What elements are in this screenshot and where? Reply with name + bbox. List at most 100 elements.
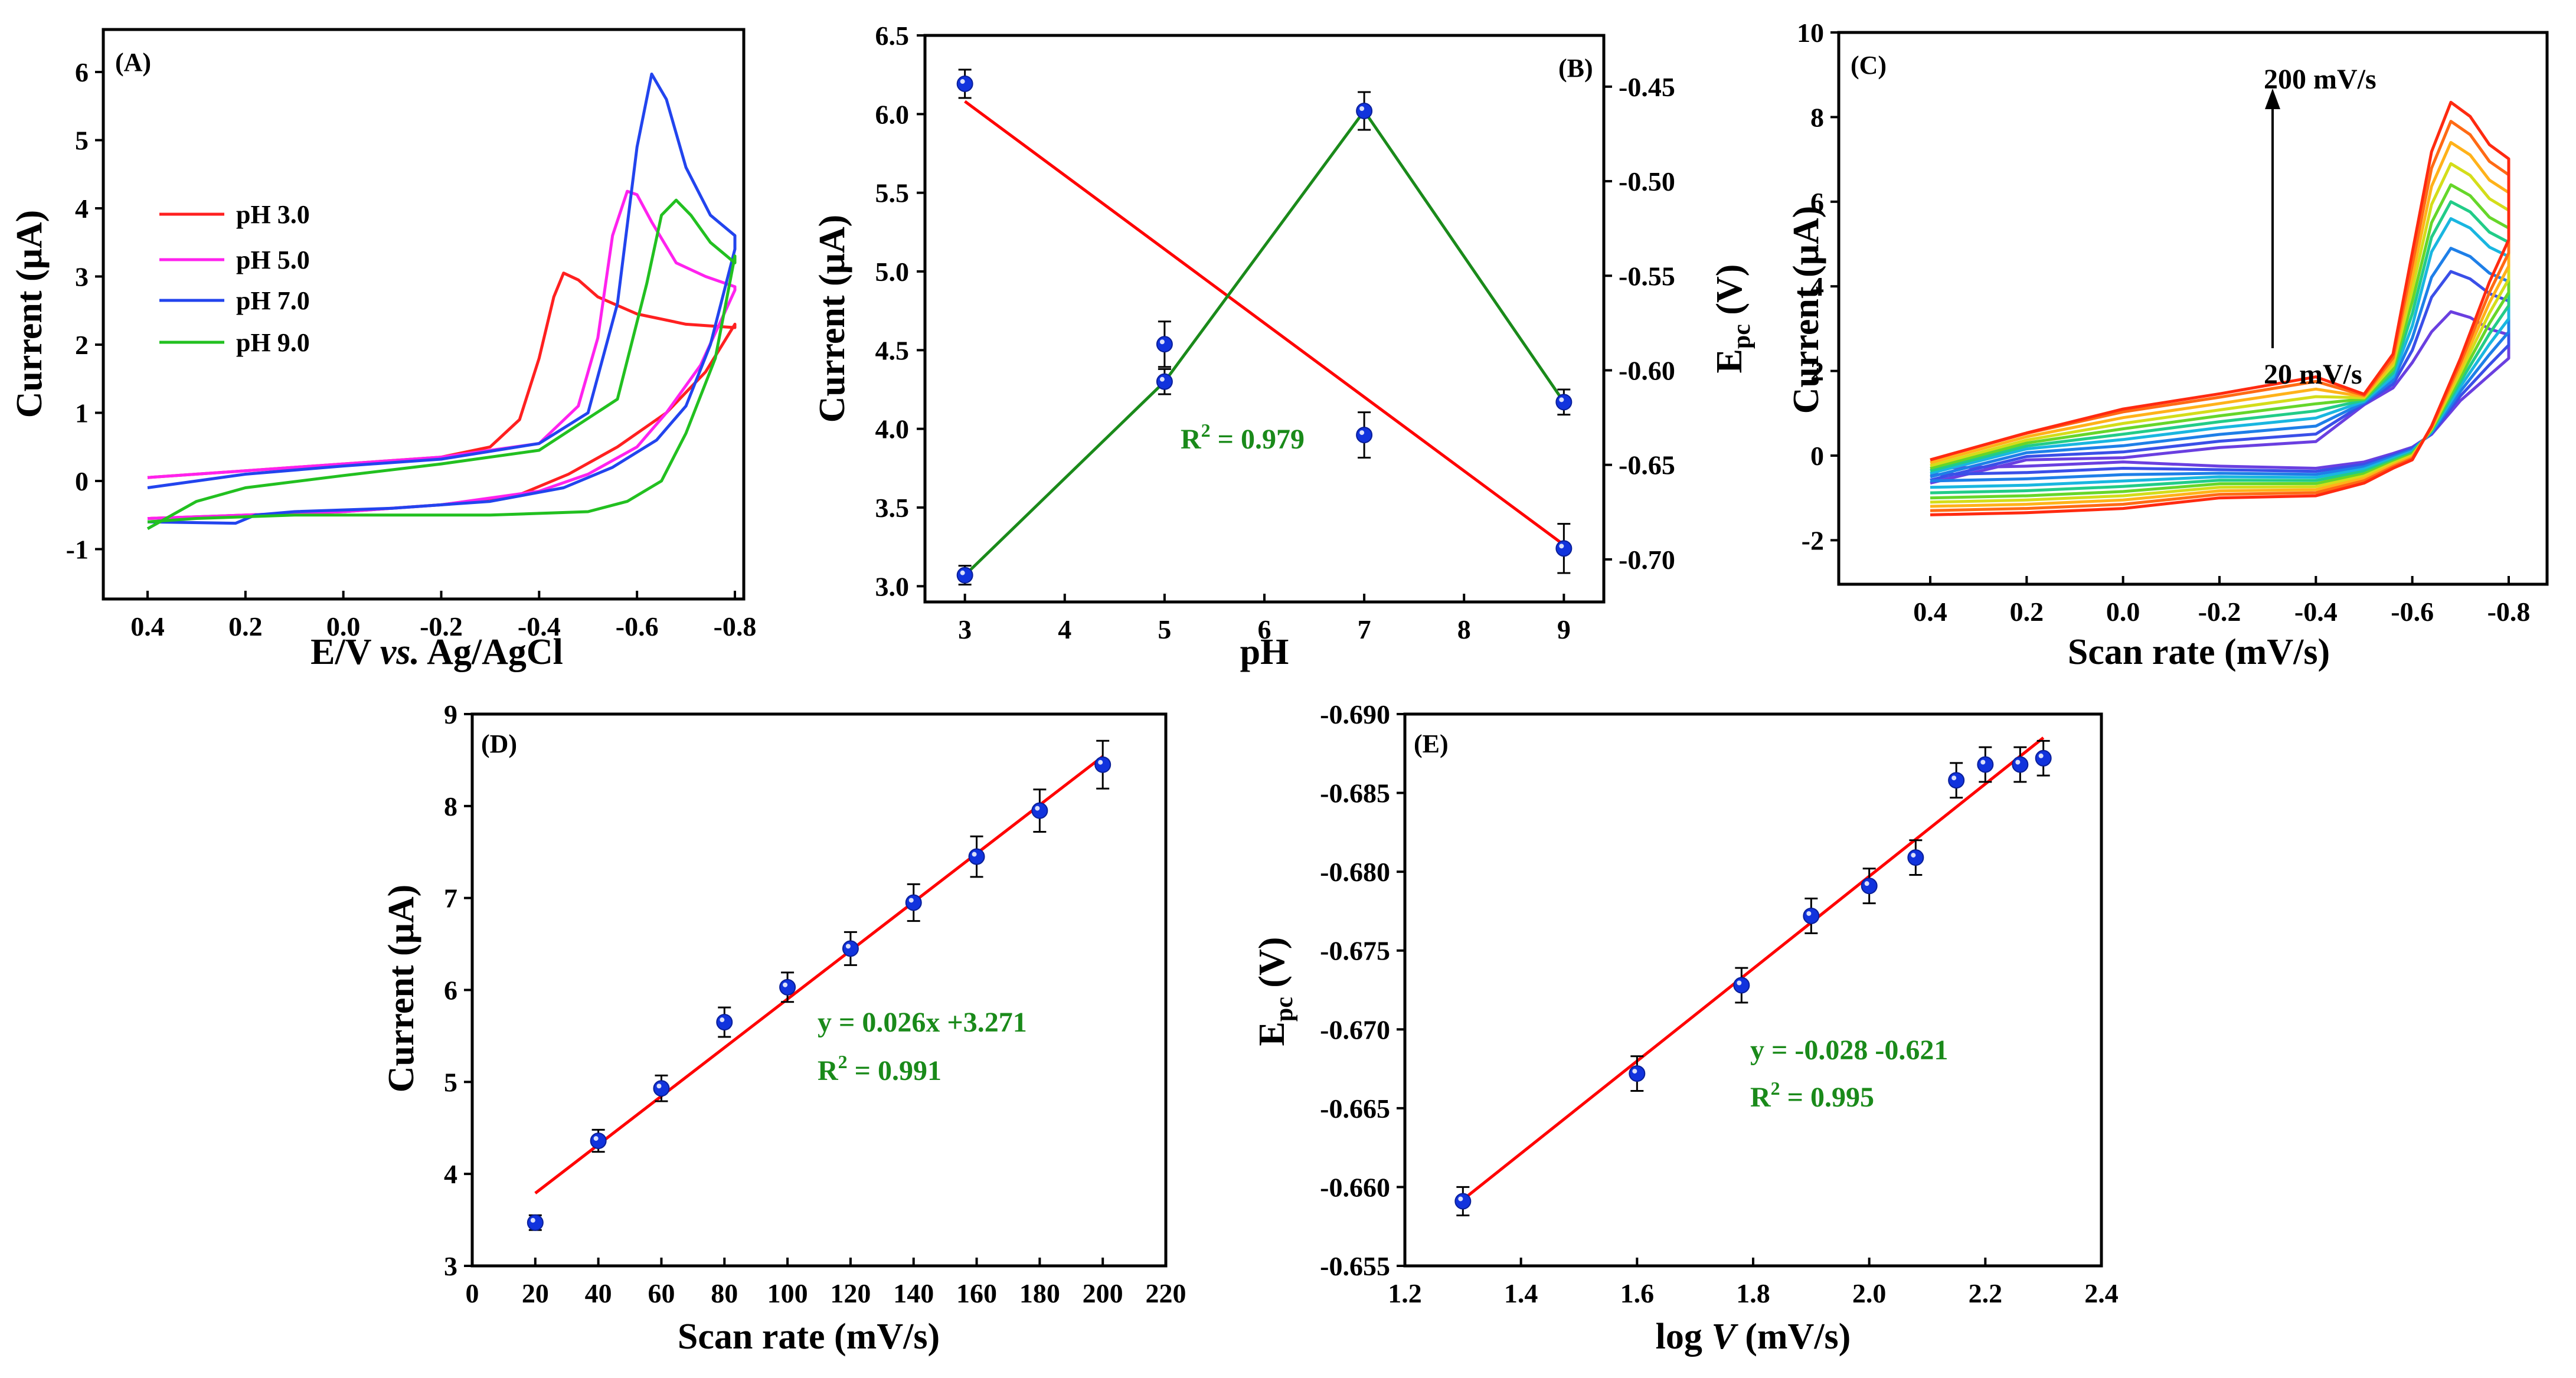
panel-b-ytick-label-5: 5.5: [875, 178, 910, 208]
panel-d-xtick-label-5: 100: [767, 1278, 808, 1308]
panel-d-point-9-highlight: [1098, 760, 1103, 765]
panel-a-ticks-group: 0.4 0.2 0.0 -0.2 -0.4 -0.6 -0.8 -1 0 1 2 3 4 5 6: [66, 57, 757, 641]
panel-e-point-2: [1733, 977, 1750, 994]
panel-a-label: (A): [115, 48, 151, 77]
panel-d-point-2-highlight: [656, 1084, 662, 1089]
panel-d-ytick-label-1: 4: [444, 1159, 457, 1189]
panel-e-point-2-highlight: [1737, 980, 1742, 986]
panel-c-ytick-label-4: 6: [1810, 187, 1824, 217]
panel-b-y-axis-title: Current (μA): [812, 215, 852, 423]
panel-a-ytick-label-5: 4: [75, 194, 89, 224]
panel-b-epc-point-1: [1156, 336, 1173, 353]
panel-b-ytick-label-1: 3.5: [875, 493, 910, 523]
panel-b-xtick-label-5: 8: [1457, 614, 1471, 644]
panel-c-annotation-200: 200 mV/s: [2264, 64, 2376, 95]
panel-b-y2tick-label-1: -0.50: [1619, 166, 1675, 197]
panel-e-series-group: [1454, 737, 2052, 1217]
panel-d-ytick-label-3: 6: [444, 976, 457, 1006]
panel-c-ytick-label-0: -2: [1802, 525, 1824, 555]
panel-c-xtick-label-5: -0.6: [2391, 597, 2434, 627]
panel-a-xtick-label-5: -0.6: [616, 611, 659, 641]
panel-c-arrow-head: [2265, 89, 2280, 109]
panel-e-point-7: [1977, 756, 1994, 773]
panel-a-ytick-label-4: 3: [75, 262, 89, 292]
panel-e-point-3-highlight: [1806, 911, 1812, 916]
panel-b-y2tick-label-0: -0.45: [1619, 72, 1675, 102]
panel-b-ytick-label-0: 3.0: [875, 571, 910, 601]
panel-b-xtick-label-6: 9: [1557, 614, 1571, 644]
panel-e-point-1-highlight: [1632, 1069, 1637, 1074]
panel-d-point-7-highlight: [972, 852, 977, 857]
panel-e-point-8-highlight: [2015, 760, 2021, 765]
legend-label-ph7: pH 7.0: [236, 286, 310, 315]
panel-d-xtick-label-6: 120: [830, 1278, 871, 1308]
panel-d-y-axis-title: Current (μA): [381, 885, 421, 1093]
panel-b: 3 4 5 6 7 8 9 3.0 3.5 4.0 4.5 5.0 5.5 6.0 6.5 -0.45 -0.5…: [812, 21, 1756, 672]
panel-e-ytick-label-7: -0.690: [1320, 699, 1390, 729]
panel-b-y2tick-label-3: -0.60: [1619, 355, 1675, 385]
panel-d-xtick-label-0: 0: [466, 1278, 479, 1308]
panel-d-frame: [470, 712, 1168, 1268]
panel-e-point-8: [2012, 756, 2029, 773]
panel-b-current-point-3: [1555, 394, 1573, 411]
panel-e-point-4-highlight: [1864, 881, 1869, 886]
panel-a-xtick-label-0: 0.4: [130, 611, 165, 641]
panel-b-x-axis-title: pH: [1240, 632, 1289, 672]
panel-b-r2-annotation: R2 = 0.979: [1181, 420, 1305, 455]
panel-e-r2-value: = 0.995: [1780, 1082, 1874, 1113]
panel-c: 0.4 0.2 0.0 -0.2 -0.4 -0.6 -0.8 -2 0 2 4 6 8 10 (C) 2…: [1786, 18, 2549, 672]
panel-d-ytick-label-2: 5: [444, 1067, 457, 1097]
panel-c-label: (C): [1851, 51, 1887, 80]
panel-e-point-9: [2035, 749, 2052, 767]
panel-d-point-4-highlight: [783, 982, 788, 987]
panel-e-xtick-label-5: 2.2: [1969, 1278, 2003, 1308]
panel-e-point-3: [1803, 907, 1820, 924]
panel-a-ytick-label-1: 0: [75, 466, 89, 496]
panel-b-y2tick-label-4: -0.65: [1619, 450, 1675, 480]
panel-e-ytick-label-6: -0.685: [1320, 778, 1390, 809]
panel-a-ytick-label-3: 2: [75, 330, 89, 360]
panel-e-ytick-label-0: -0.655: [1320, 1251, 1390, 1281]
panel-b-epc-point-3-highlight: [1359, 430, 1365, 436]
panel-b-epc-point-2: [1555, 540, 1573, 557]
panel-b-epc-point-3: [1356, 427, 1373, 444]
panel-e-xtick-label-3: 1.8: [1736, 1278, 1770, 1308]
panel-e-y-title-E: E: [1252, 1022, 1292, 1046]
panel-e-point-7-highlight: [1980, 760, 1986, 765]
panel-b-current-point-3-highlight: [1559, 397, 1564, 402]
panel-c-xtick-label-1: 0.2: [2010, 597, 2044, 627]
panel-b-epc-fit-line: [964, 100, 1565, 546]
panel-b-ytick-label-3: 4.5: [875, 335, 910, 365]
panel-d-xtick-label-1: 20: [522, 1278, 549, 1308]
panel-d-point-9: [1094, 756, 1112, 773]
panel-e-point-6-highlight: [1951, 775, 1957, 781]
panel-a-ytick-label-6: 5: [75, 126, 89, 156]
panel-b-y2tick-label-5: -0.70: [1619, 545, 1675, 575]
panel-b-ytick-label-4: 5.0: [875, 257, 910, 287]
panel-e-y-title-tail: (V): [1252, 937, 1292, 997]
panel-b-series-group: [956, 68, 1573, 586]
panel-a-ytick-label-0: -1: [66, 535, 89, 565]
panel-d-point-3-highlight: [720, 1017, 725, 1023]
legend-label-ph3: pH 3.0: [236, 200, 310, 229]
panel-b-y2-tail: (V): [1709, 264, 1750, 325]
panel-c-ytick-label-3: 4: [1810, 271, 1824, 302]
panel-a-frame: [102, 28, 746, 601]
panel-d-point-2: [653, 1080, 670, 1097]
panel-e-point-0-highlight: [1458, 1196, 1463, 1202]
panel-b-current-point-1: [1156, 373, 1173, 390]
panel-a-xtick-label-2: 0.0: [326, 611, 361, 641]
panel-a-legend: pH 3.0 pH 5.0 pH 7.0 pH 9.0: [159, 200, 310, 357]
panel-d-xtick-label-3: 60: [648, 1278, 675, 1308]
panel-e-ticks-group: 1.2 1.4 1.6 1.8 2.0 2.2 2.4 -0.655 -0.660 -0.665 -…: [1320, 699, 2119, 1308]
panel-b-y2-sub: pc: [1728, 324, 1756, 349]
panel-e-x-title-units: (mV/s): [1736, 1317, 1851, 1357]
panel-b-y2tick-label-2: -0.55: [1619, 261, 1675, 291]
panel-b-r2-R: R: [1181, 424, 1202, 455]
panel-e-x-title-log: log: [1656, 1317, 1712, 1357]
panel-c-series-group: [1930, 100, 2510, 516]
panel-b-current-point-2: [1356, 103, 1373, 119]
panel-c-annotation-20: 20 mV/s: [2264, 359, 2362, 390]
panel-a-x-axis-title-part3: Ag/AgCl: [420, 632, 563, 672]
panel-e-y-axis-title: Epc (V): [1252, 937, 1298, 1046]
